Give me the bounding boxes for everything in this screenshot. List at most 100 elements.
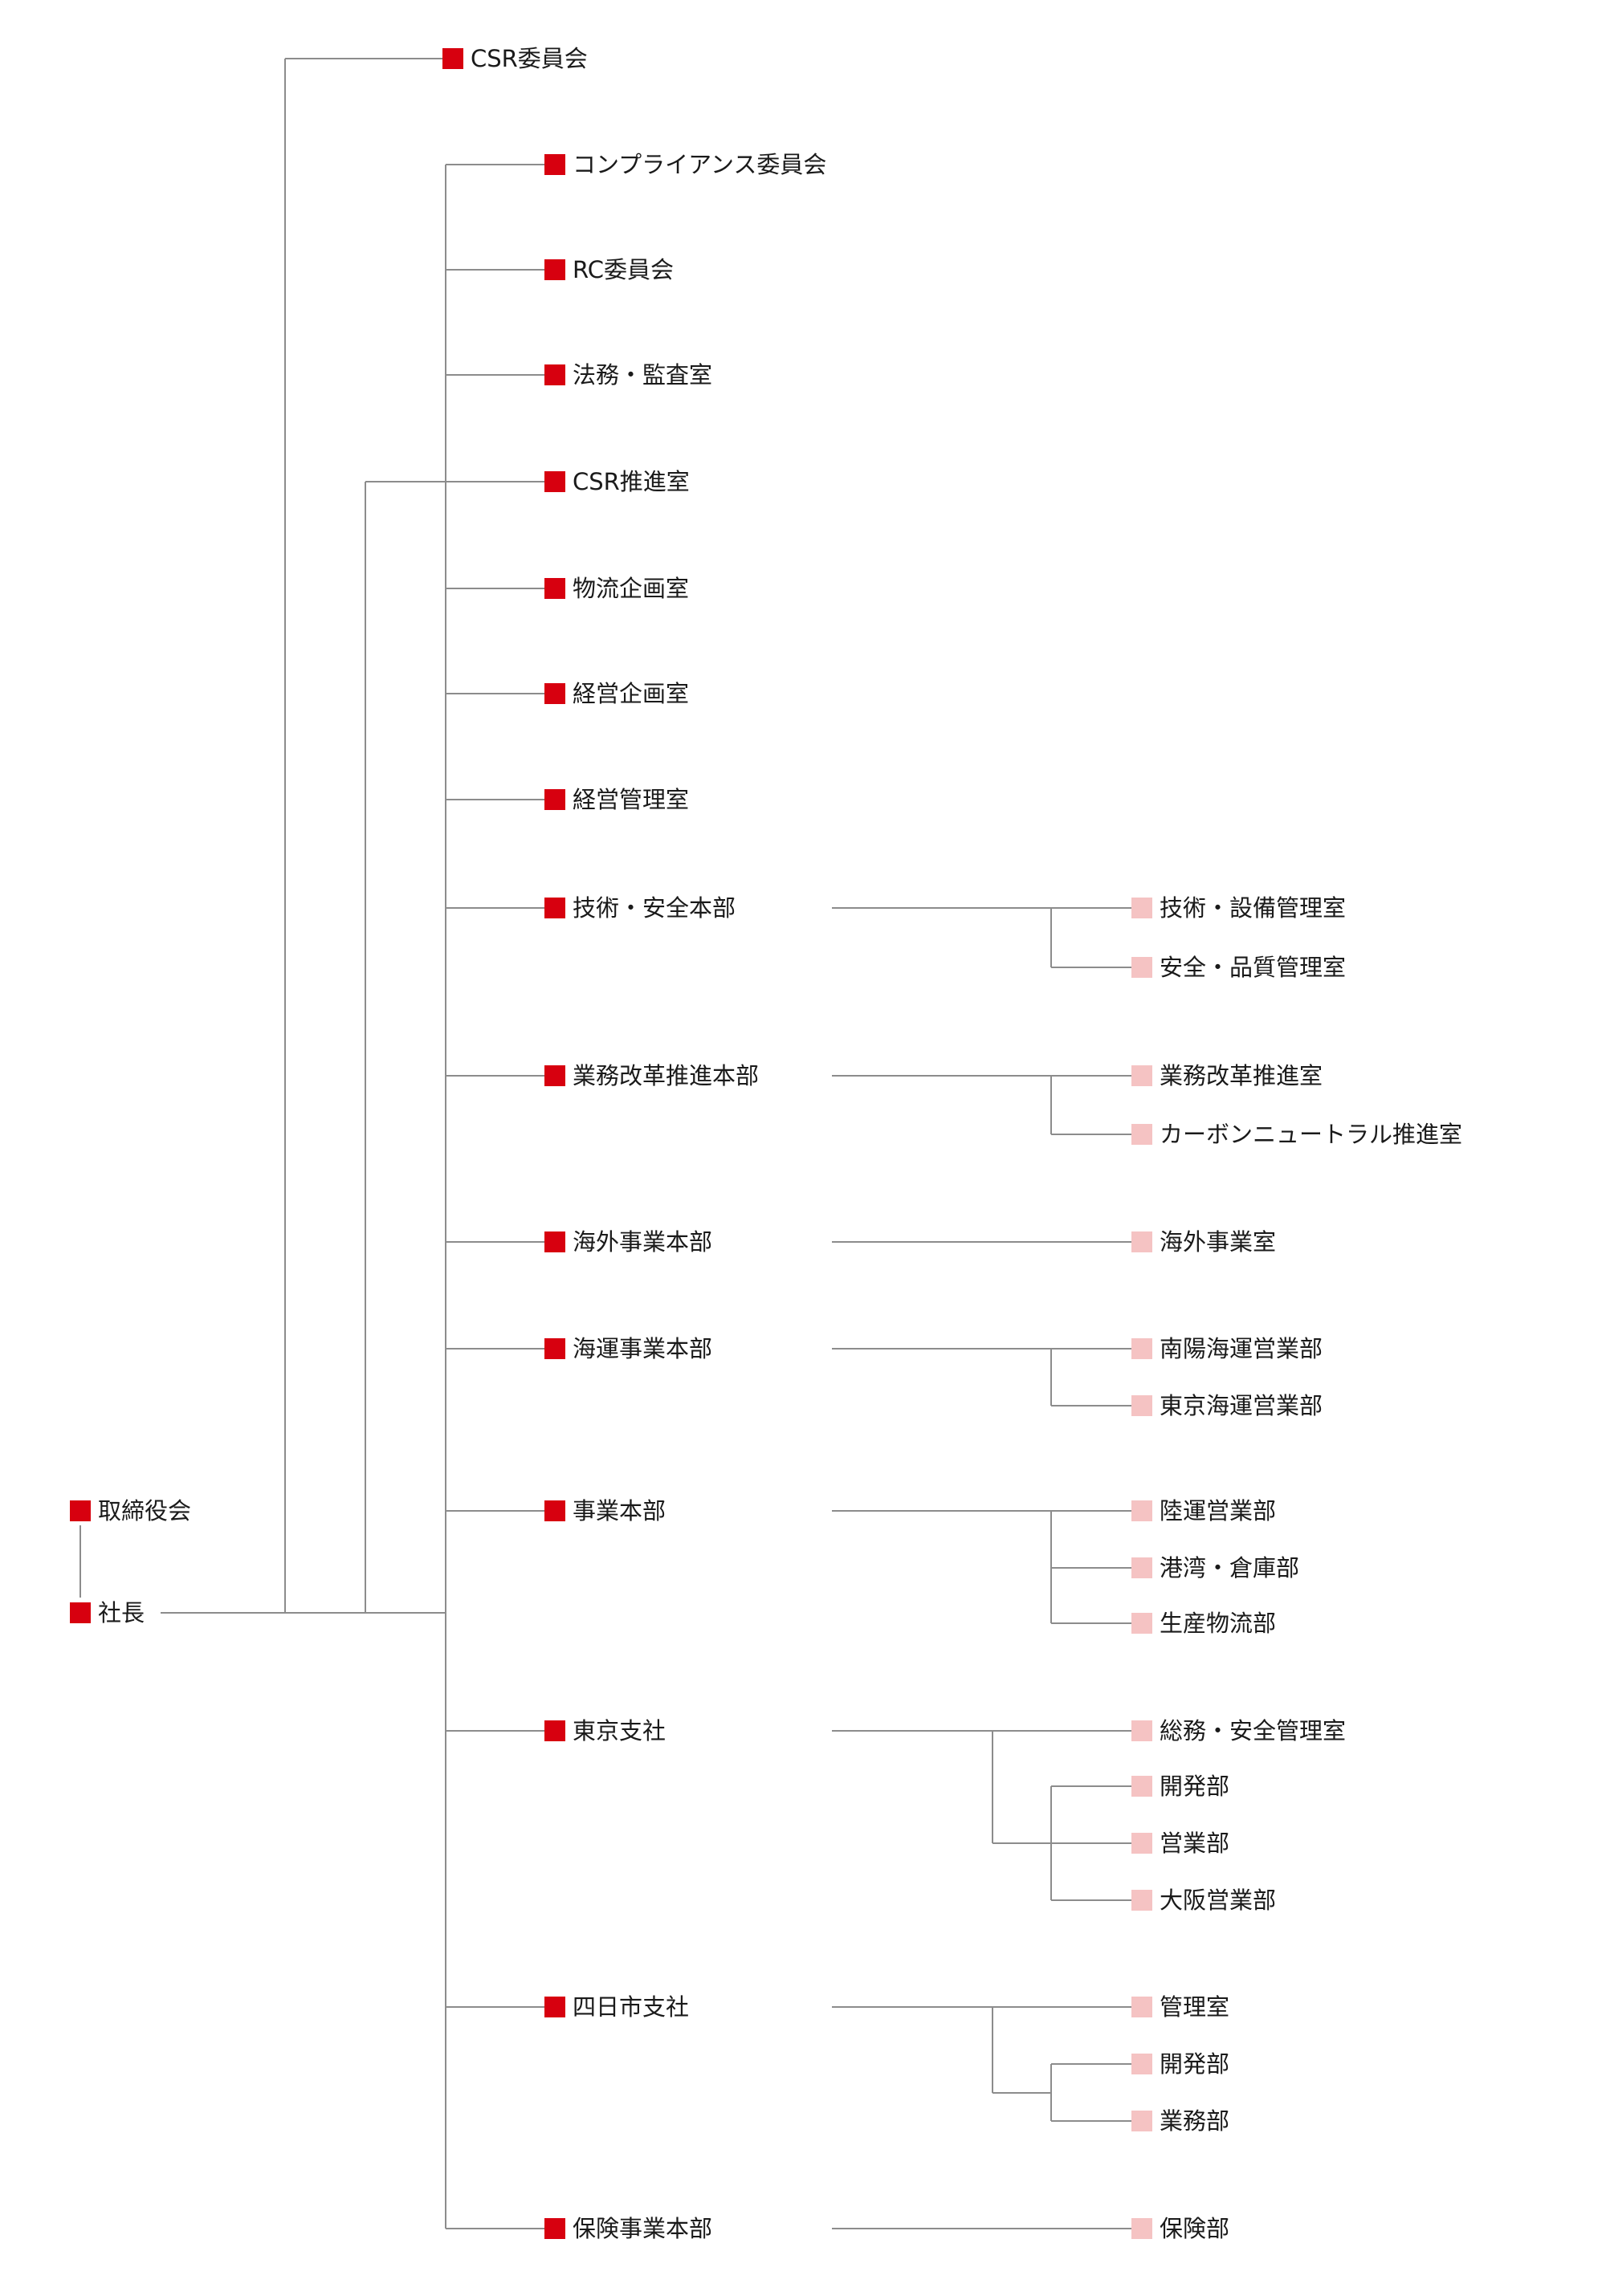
red-square-marker: [544, 1997, 565, 2017]
org-node-safety-quality-office: 安全・品質管理室: [1131, 951, 1346, 983]
pink-square-marker: [1131, 1720, 1152, 1741]
pink-square-marker: [1131, 2111, 1152, 2131]
red-square-marker: [544, 1065, 565, 1086]
red-square-marker: [544, 154, 565, 175]
pink-square-marker: [1131, 1500, 1152, 1521]
org-node-tech-facility-office: 技術・設備管理室: [1131, 892, 1346, 924]
org-node-biz-reform-hq: 業務改革推進本部: [544, 1060, 759, 1092]
org-node-label: 四日市支社: [573, 1993, 690, 2021]
red-square-marker: [544, 578, 565, 599]
red-square-marker: [544, 1231, 565, 1252]
org-node-label: 保険事業本部: [573, 2214, 713, 2242]
pink-square-marker: [1131, 1338, 1152, 1359]
org-node-logistics-planning-office: 物流企画室: [544, 572, 689, 605]
org-node-label: 安全・品質管理室: [1160, 953, 1347, 981]
red-square-marker: [544, 2218, 565, 2239]
org-node-label: 取締役会: [98, 1496, 192, 1525]
org-node-label: 東京支社: [573, 1716, 666, 1744]
org-node-legal-audit-office: 法務・監査室: [544, 359, 712, 391]
org-node-label: 海運事業本部: [573, 1334, 713, 1362]
pink-square-marker: [1131, 957, 1152, 978]
org-node-label: 海外事業室: [1160, 1227, 1277, 1256]
org-node-tokyo-sales-dept: 営業部: [1131, 1827, 1229, 1859]
org-node-production-logistics-dept: 生産物流部: [1131, 1607, 1276, 1639]
org-node-nanyo-marine-sales: 南陽海運営業部: [1131, 1333, 1323, 1365]
org-node-tokyo-general-safety-office: 総務・安全管理室: [1131, 1715, 1346, 1747]
org-node-label: 港湾・倉庫部: [1160, 1553, 1300, 1582]
org-node-label: 海外事業本部: [573, 1227, 713, 1256]
org-node-insurance-hq: 保険事業本部: [544, 2213, 712, 2245]
pink-square-marker: [1131, 1557, 1152, 1578]
org-node-label: 生産物流部: [1160, 1609, 1277, 1637]
org-node-board: 取締役会: [70, 1495, 191, 1527]
pink-square-marker: [1131, 1065, 1152, 1086]
org-node-corporate-planning-office: 経営企画室: [544, 678, 689, 710]
org-node-yokkaichi-branch: 四日市支社: [544, 1991, 689, 2023]
org-node-rc-committee: RC委員会: [544, 254, 674, 286]
org-node-label: 業務部: [1160, 2107, 1230, 2135]
pink-square-marker: [1131, 2054, 1152, 2074]
red-square-marker: [70, 1500, 91, 1521]
red-square-marker: [70, 1602, 91, 1623]
red-square-marker: [544, 364, 565, 385]
org-node-label: 事業本部: [573, 1496, 666, 1525]
pink-square-marker: [1131, 1890, 1152, 1911]
org-node-label: CSR推進室: [573, 467, 690, 495]
org-node-label: RC委員会: [573, 255, 674, 283]
org-node-label: 管理室: [1160, 1993, 1230, 2021]
pink-square-marker: [1131, 1124, 1152, 1145]
org-node-tokyo-development-dept: 開発部: [1131, 1770, 1229, 1802]
pink-square-marker: [1131, 1231, 1152, 1252]
pink-square-marker: [1131, 1997, 1152, 2017]
pink-square-marker: [1131, 2218, 1152, 2239]
org-node-label: 東京海運営業部: [1160, 1391, 1323, 1419]
org-node-label: 技術・安全本部: [573, 894, 736, 922]
org-node-overseas-hq: 海外事業本部: [544, 1226, 712, 1258]
pink-square-marker: [1131, 1776, 1152, 1797]
org-node-label: 技術・設備管理室: [1160, 894, 1347, 922]
org-node-yokkaichi-admin-office: 管理室: [1131, 1991, 1229, 2023]
org-node-label: 業務改革推進室: [1160, 1061, 1323, 1089]
org-node-label: 経営企画室: [573, 679, 690, 707]
red-square-marker: [544, 259, 565, 280]
org-node-osaka-sales-dept: 大阪営業部: [1131, 1884, 1276, 1916]
org-node-president: 社長: [70, 1597, 145, 1629]
org-node-label: 社長: [98, 1598, 145, 1626]
org-node-harbor-warehouse-dept: 港湾・倉庫部: [1131, 1552, 1299, 1584]
org-node-corporate-admin-office: 経営管理室: [544, 784, 689, 816]
org-node-biz-reform-office: 業務改革推進室: [1131, 1060, 1323, 1092]
org-node-label: コンプライアンス委員会: [573, 150, 827, 178]
org-node-land-transport-sales: 陸運営業部: [1131, 1495, 1276, 1527]
red-square-marker: [544, 683, 565, 704]
org-node-tech-safety-hq: 技術・安全本部: [544, 892, 736, 924]
org-node-overseas-office: 海外事業室: [1131, 1226, 1276, 1258]
org-node-yokkaichi-operations-dept: 業務部: [1131, 2105, 1229, 2137]
org-node-label: 法務・監査室: [573, 360, 713, 389]
org-node-label: 保険部: [1160, 2214, 1230, 2242]
red-square-marker: [442, 48, 463, 69]
org-node-label: 物流企画室: [573, 574, 690, 602]
org-node-insurance-dept: 保険部: [1131, 2213, 1229, 2245]
org-node-label: 業務改革推進本部: [573, 1061, 760, 1089]
org-node-yokkaichi-development-dept: 開発部: [1131, 2048, 1229, 2080]
org-node-tokyo-branch: 東京支社: [544, 1715, 666, 1747]
org-node-tokyo-marine-sales: 東京海運営業部: [1131, 1390, 1323, 1422]
org-node-label: 経営管理室: [573, 785, 690, 813]
org-node-label: 営業部: [1160, 1829, 1230, 1857]
org-node-csr-committee: CSR委員会: [442, 43, 588, 75]
pink-square-marker: [1131, 898, 1152, 918]
red-square-marker: [544, 789, 565, 810]
pink-square-marker: [1131, 1613, 1152, 1634]
org-node-label: 開発部: [1160, 1772, 1230, 1800]
org-node-label: 大阪営業部: [1160, 1886, 1277, 1914]
org-node-label: 総務・安全管理室: [1160, 1716, 1347, 1744]
org-node-carbon-neutral-office: カーボンニュートラル推進室: [1131, 1118, 1462, 1150]
org-node-marine-hq: 海運事業本部: [544, 1333, 712, 1365]
pink-square-marker: [1131, 1395, 1152, 1416]
red-square-marker: [544, 471, 565, 492]
org-node-label: 開発部: [1160, 2050, 1230, 2078]
org-node-csr-promotion-office: CSR推進室: [544, 466, 690, 498]
red-square-marker: [544, 1500, 565, 1521]
red-square-marker: [544, 1720, 565, 1741]
